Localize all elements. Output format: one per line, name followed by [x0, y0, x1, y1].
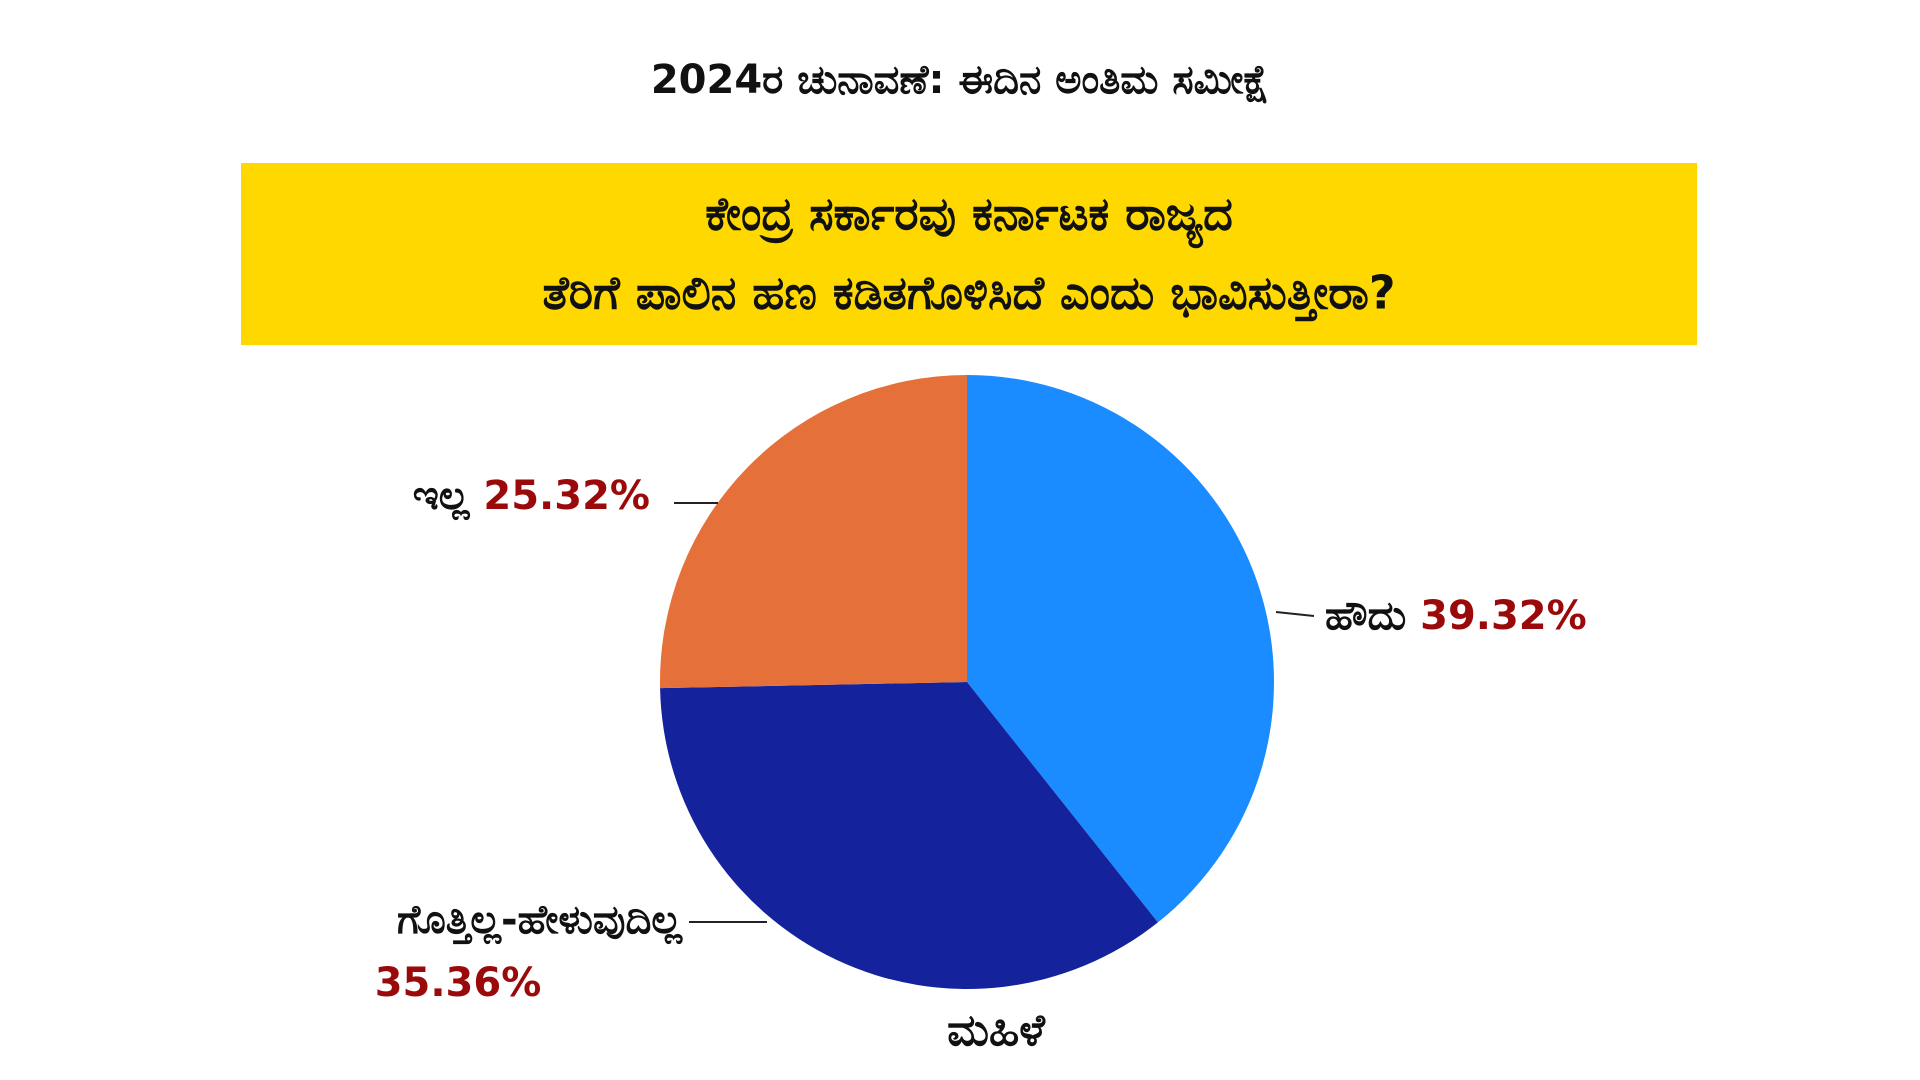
- spacer: [1406, 593, 1420, 639]
- category-name: ಗೊತ್ತಿಲ್ಲ-ಹೇಳುವುದಿಲ್ಲ: [397, 897, 683, 945]
- value-label: 39.32%: [1420, 593, 1587, 639]
- question-line: ಕೇಂದ್ರ ಸರ್ಕಾರವು ಕರ್ನಾಟಕ ರಾಜ್ಯದ: [705, 187, 1233, 249]
- value-label: 25.32%: [483, 473, 650, 519]
- pie-slice: [660, 682, 1158, 989]
- footer-label: ಮಹಿಳೆ: [947, 1005, 1046, 1056]
- value-label: 35.36%: [375, 960, 542, 1006]
- spacer: [469, 473, 483, 519]
- slice-label: ಇಲ್ಲ 25.32%: [413, 473, 650, 521]
- slice-label: ಹೌದು 39.32%: [1325, 593, 1587, 639]
- category-name: ಇಲ್ಲ: [413, 473, 471, 521]
- chart-title: 2024ರ ಚುನಾವಣೆ: ಈದಿನ ಅಂತಿಮ ಸಮೀಕ್ಷೆ: [651, 57, 1269, 103]
- pie-slice: [967, 375, 1274, 923]
- question-box: [241, 163, 1697, 345]
- leader-line: [1275, 611, 1315, 617]
- pie-slice: [660, 375, 967, 689]
- question-line: ತೆರಿಗೆ ಪಾಲಿನ ಹಣ ಕಡಿತಗೊಳಿಸಿದೆ ಎಂದು ಭಾವಿಸು…: [542, 266, 1395, 322]
- category-name: ಹೌದು: [1325, 593, 1406, 639]
